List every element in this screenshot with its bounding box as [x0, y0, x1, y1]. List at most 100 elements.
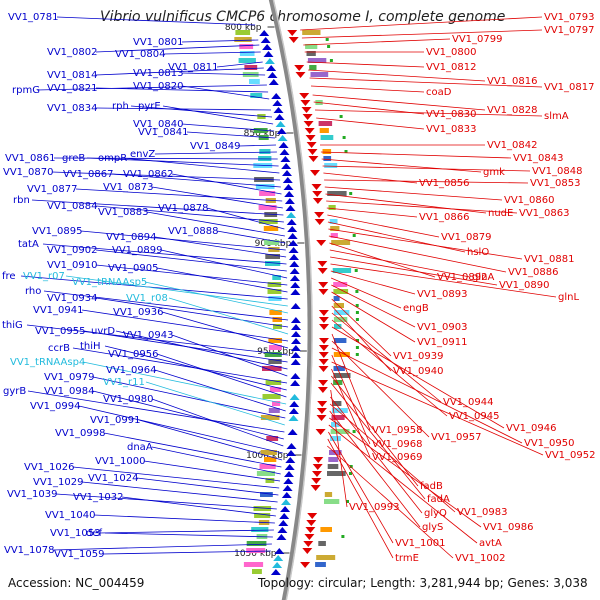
- left-leader-line: [138, 419, 283, 461]
- reverse-gene-arrow: [277, 527, 288, 533]
- right-gene-label: VV1_0828: [487, 105, 538, 116]
- gene-block: [315, 562, 326, 567]
- right-leader-line: [316, 117, 425, 130]
- reverse-gene-arrow: [284, 464, 295, 470]
- right-gene-label: VV1_0983: [457, 507, 508, 518]
- forward-gene-arrow: [299, 93, 310, 99]
- right-gene-label: VV1_0860: [504, 195, 555, 206]
- gene-block: [258, 156, 272, 161]
- reverse-gene-arrow: [286, 450, 296, 456]
- left-leader-line: [171, 334, 288, 377]
- left-gene-label: VV1_0878: [158, 203, 209, 214]
- feature-marker: [355, 353, 359, 356]
- gene-block: [334, 324, 342, 329]
- feature-marker: [354, 269, 358, 272]
- right-gene-label: VV1_0886: [508, 267, 559, 278]
- gene-block: [259, 149, 271, 154]
- gene-block: [269, 310, 282, 315]
- gene-block: [332, 401, 342, 406]
- chromosome-backbone: [268, 0, 313, 600]
- gene-block: [310, 72, 329, 77]
- left-leader-line: [154, 369, 286, 412]
- right-gene-label: VV1_0843: [513, 153, 564, 164]
- forward-gene-arrow: [307, 513, 318, 519]
- right-gene-label: VV1_0812: [426, 62, 477, 73]
- forward-gene-arrow: [317, 261, 328, 267]
- left-gene-label: VV1_1026: [24, 462, 75, 473]
- left-gene-label: VV1_0899: [112, 245, 163, 256]
- left-leader-line: [42, 243, 287, 265]
- gene-block: [330, 436, 341, 441]
- left-leader-line: [104, 345, 287, 391]
- reverse-gene-arrow: [266, 65, 277, 71]
- forward-gene-arrow: [304, 128, 315, 134]
- left-gene-label: pyrE: [138, 101, 161, 112]
- feature-marker: [342, 136, 346, 139]
- gene-block: [329, 219, 338, 224]
- left-gene-label: gyrB: [3, 386, 26, 397]
- left-gene-label: VV1_0936: [113, 307, 164, 318]
- gene-block: [264, 457, 277, 462]
- left-leader-line: [136, 477, 279, 496]
- right-leader-line: [331, 326, 505, 429]
- left-leader-line: [154, 236, 287, 258]
- gene-block: [322, 149, 332, 154]
- left-leader-line: [82, 361, 287, 405]
- reverse-gene-arrow: [279, 149, 290, 155]
- forward-gene-arrow: [318, 380, 329, 386]
- feature-marker: [352, 234, 356, 237]
- left-gene-label: VV1_0902: [47, 245, 98, 256]
- accession-text: Accession: NC_004459: [8, 576, 145, 590]
- reverse-gene-arrow: [260, 37, 271, 43]
- right-leader-line: [331, 319, 448, 417]
- left-leader-line: [168, 297, 289, 335]
- reverse-gene-arrow: [274, 114, 285, 120]
- left-leader-line: [160, 249, 288, 279]
- gene-block: [320, 135, 334, 140]
- right-gene-label: VV1_0881: [524, 254, 575, 265]
- gene-block: [305, 44, 318, 49]
- left-leader-line: [95, 249, 287, 272]
- gene-block: [246, 541, 267, 546]
- left-gene-label: VV1_0991: [90, 415, 141, 426]
- right-gene-label: coaD: [426, 87, 452, 98]
- gene-block: [318, 541, 326, 546]
- reverse-gene-arrow: [284, 471, 294, 477]
- gene-block: [265, 478, 275, 483]
- left-gene-label: VV1_1032: [73, 492, 124, 503]
- right-gene-label: VV1_0799: [452, 34, 503, 45]
- forward-gene-arrow: [312, 198, 323, 204]
- gene-block: [264, 240, 280, 245]
- forward-gene-arrow: [294, 65, 305, 71]
- gene-block: [333, 282, 348, 287]
- reverse-gene-arrow: [290, 345, 301, 351]
- reverse-gene-arrow: [289, 394, 300, 400]
- right-gene-label: VV1_0890: [499, 280, 550, 291]
- feature-marker: [349, 192, 353, 195]
- left-leader-line: [81, 309, 289, 342]
- right-leader-line: [322, 165, 531, 172]
- left-leader-line: [56, 16, 256, 26]
- left-leader-line: [81, 481, 278, 503]
- forward-gene-arrow: [317, 387, 328, 393]
- forward-gene-arrow: [319, 338, 329, 344]
- feature-marker: [341, 535, 345, 538]
- left-gene-label: VV1_1029: [33, 477, 84, 488]
- left-gene-label: rph: [112, 101, 129, 112]
- left-gene-label: VV1_0980: [103, 394, 154, 405]
- reverse-gene-arrow: [288, 240, 299, 246]
- gene-block: [264, 352, 282, 357]
- forward-gene-arrow: [303, 541, 314, 547]
- right-leader-line: [329, 249, 471, 278]
- left-gene-label: VV1_0849: [190, 141, 241, 152]
- reverse-gene-arrow: [287, 233, 298, 239]
- right-gene-label: glyS: [422, 522, 443, 533]
- reverse-gene-arrow: [263, 51, 274, 57]
- left-leader-line: [162, 105, 274, 125]
- right-leader-line: [331, 354, 371, 445]
- right-leader-line: [300, 16, 543, 31]
- forward-gene-arrow: [316, 415, 327, 421]
- gene-block: [327, 464, 339, 469]
- left-gene-label: dnaA: [127, 442, 153, 453]
